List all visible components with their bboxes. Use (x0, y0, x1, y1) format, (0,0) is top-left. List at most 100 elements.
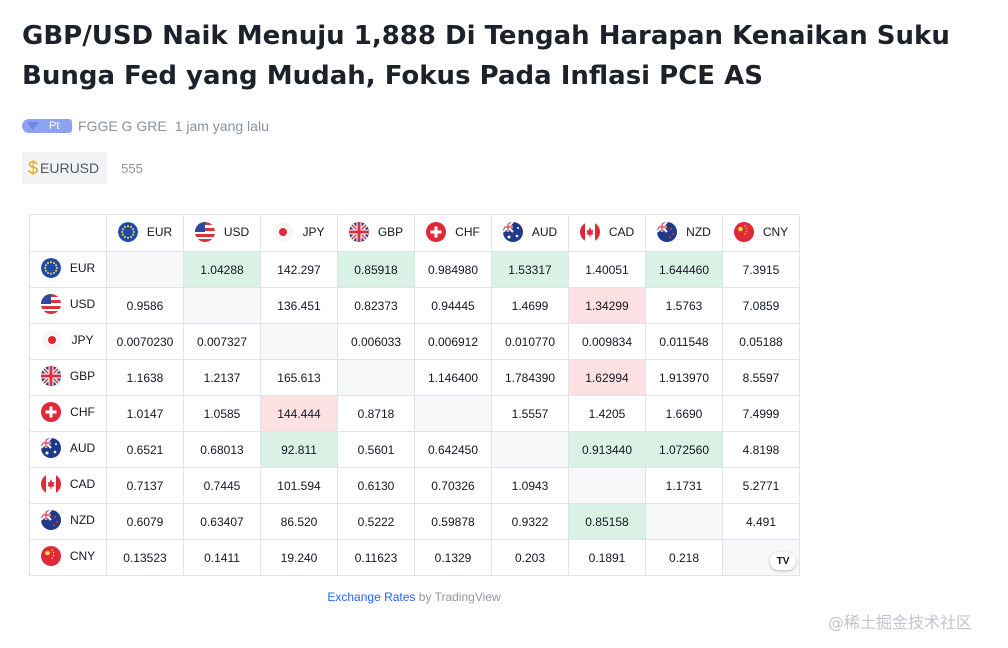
exchange-rates-link[interactable]: Exchange Rates (327, 590, 416, 604)
rate-cell[interactable]: 1.1731 (645, 467, 723, 504)
au-flag-icon (40, 438, 61, 458)
column-header-jpy[interactable]: JPY (260, 214, 338, 252)
rate-cell[interactable]: 0.218 (645, 539, 723, 576)
rate-cell[interactable]: 101.594 (260, 467, 338, 504)
rate-cell[interactable]: 0.7445 (183, 467, 261, 504)
rate-cell[interactable]: 0.006912 (414, 323, 492, 360)
rate-cell[interactable]: 1.53317 (491, 251, 569, 288)
rate-cell[interactable]: 0.6521 (106, 431, 184, 468)
rate-cell[interactable]: 0.011548 (645, 323, 723, 360)
rate-cell[interactable]: 0.13523 (106, 539, 184, 576)
column-header-cad[interactable]: CAD (568, 214, 646, 252)
row-header-cad[interactable]: CAD (29, 467, 107, 504)
rate-cell[interactable]: 165.613 (260, 359, 338, 396)
rate-cell[interactable]: 1.6690 (645, 395, 723, 432)
row-header-chf[interactable]: CHF (29, 395, 107, 432)
rate-cell[interactable]: 0.85158 (568, 503, 646, 540)
rate-cell[interactable]: 1.644460 (645, 251, 723, 288)
author-name[interactable]: FGGE G GRE (78, 118, 167, 134)
tag-label: EURUSD (40, 160, 100, 176)
rate-cell[interactable]: 8.5597 (722, 359, 800, 396)
rate-cell[interactable]: 0.5601 (337, 431, 415, 468)
column-header-nzd[interactable]: NZD (645, 214, 723, 252)
rate-cell[interactable]: 1.784390 (491, 359, 569, 396)
currency-label: JPY (42, 330, 94, 350)
rate-cell[interactable]: 4.8198 (722, 431, 800, 468)
rate-cell[interactable]: 0.70326 (414, 467, 492, 504)
column-header-gbp[interactable]: GBP (337, 214, 415, 252)
rate-cell[interactable]: 1.072560 (645, 431, 723, 468)
rate-cell[interactable]: 0.1891 (568, 539, 646, 576)
rate-cell[interactable]: 86.520 (260, 503, 338, 540)
rate-cell[interactable]: 1.0147 (106, 395, 184, 432)
rate-cell[interactable]: 0.9322 (491, 503, 569, 540)
rate-cell[interactable]: 0.006033 (337, 323, 415, 360)
rate-cell[interactable]: 0.009834 (568, 323, 646, 360)
rate-cell[interactable]: 1.4205 (568, 395, 646, 432)
rate-cell[interactable]: 0.6079 (106, 503, 184, 540)
currency-code: CHF (455, 224, 480, 239)
rate-cell[interactable]: 0.8718 (337, 395, 415, 432)
rate-cell[interactable]: 1.2137 (183, 359, 261, 396)
rate-cell[interactable]: 1.34299 (568, 287, 646, 324)
rate-cell[interactable]: 92.811 (260, 431, 338, 468)
rate-cell[interactable]: 7.0859 (722, 287, 800, 324)
rate-cell[interactable]: 0.6130 (337, 467, 415, 504)
rate-cell[interactable]: 1.4699 (491, 287, 569, 324)
rate-cell[interactable]: 0.0070230 (106, 323, 184, 360)
row-header-nzd[interactable]: NZD (29, 503, 107, 540)
column-header-cny[interactable]: CNY (722, 214, 800, 252)
rate-cell[interactable]: 0.59878 (414, 503, 492, 540)
rate-cell[interactable]: 0.63407 (183, 503, 261, 540)
rate-cell[interactable]: 0.913440 (568, 431, 646, 468)
rate-cell[interactable]: 19.240 (260, 539, 338, 576)
rate-cell[interactable]: 7.4999 (722, 395, 800, 432)
row-header-gbp[interactable]: GBP (29, 359, 107, 396)
rate-cell[interactable]: 1.146400 (414, 359, 492, 396)
rate-cell[interactable]: 0.11623 (337, 539, 415, 576)
rate-cell[interactable]: 0.9586 (106, 287, 184, 324)
rate-cell[interactable]: 0.1329 (414, 539, 492, 576)
row-header-eur[interactable]: EUR (29, 251, 107, 288)
rate-cell[interactable]: 136.451 (260, 287, 338, 324)
rate-cell[interactable]: 1.40051 (568, 251, 646, 288)
rate-cell[interactable]: 0.94445 (414, 287, 492, 324)
rate-cell[interactable]: 1.1638 (106, 359, 184, 396)
tag-eurusd[interactable]: $ EURUSD (22, 152, 108, 184)
rate-cell[interactable]: 0.010770 (491, 323, 569, 360)
rate-cell[interactable]: 0.68013 (183, 431, 261, 468)
rate-cell[interactable]: 1.04288 (183, 251, 261, 288)
rate-cell[interactable]: 0.85918 (337, 251, 415, 288)
row-header-jpy[interactable]: JPY (29, 323, 107, 360)
column-header-aud[interactable]: AUD (491, 214, 569, 252)
row-header-aud[interactable]: AUD (29, 431, 107, 468)
rate-cell[interactable]: 0.203 (491, 539, 569, 576)
rate-cell[interactable]: 0.7137 (106, 467, 184, 504)
rate-cell[interactable]: 1.5557 (491, 395, 569, 432)
column-header-eur[interactable]: EUR (106, 214, 184, 252)
row-header-cny[interactable]: CNY (29, 539, 107, 576)
rate-cell[interactable]: 1.62994 (568, 359, 646, 396)
column-header-usd[interactable]: USD (183, 214, 261, 252)
rate-cell[interactable]: 144.444 (260, 395, 338, 432)
rate-cell[interactable]: 4.491 (722, 503, 800, 540)
rate-cell[interactable]: 1.913970 (645, 359, 723, 396)
ch-flag-icon (41, 402, 62, 422)
rate-cell[interactable]: 0.642450 (414, 431, 492, 468)
column-header-chf[interactable]: CHF (414, 214, 492, 252)
rate-cell[interactable]: 7.3915 (722, 251, 800, 288)
rate-cell[interactable]: 0.05188 (722, 323, 800, 360)
row-header-usd[interactable]: USD (29, 287, 107, 324)
rate-cell[interactable]: 5.2771 (722, 467, 800, 504)
rate-cell[interactable]: 1.5763 (645, 287, 723, 324)
table-row-eur: EUR 1.04288 142.297 0.85918 0.984980 1.53317 1… (29, 251, 800, 288)
rate-cell[interactable]: 1.0943 (491, 467, 569, 504)
rate-cell[interactable]: 0.5222 (337, 503, 415, 540)
rate-cell[interactable]: 0.82373 (337, 287, 415, 324)
tradingview-logo[interactable]: TV (770, 552, 796, 570)
rate-cell[interactable]: 0.1411 (183, 539, 261, 576)
rate-cell[interactable]: 0.007327 (183, 323, 261, 360)
rate-cell[interactable]: 0.984980 (414, 251, 492, 288)
rate-cell[interactable]: 142.297 (260, 251, 338, 288)
rate-cell[interactable]: 1.0585 (183, 395, 261, 432)
